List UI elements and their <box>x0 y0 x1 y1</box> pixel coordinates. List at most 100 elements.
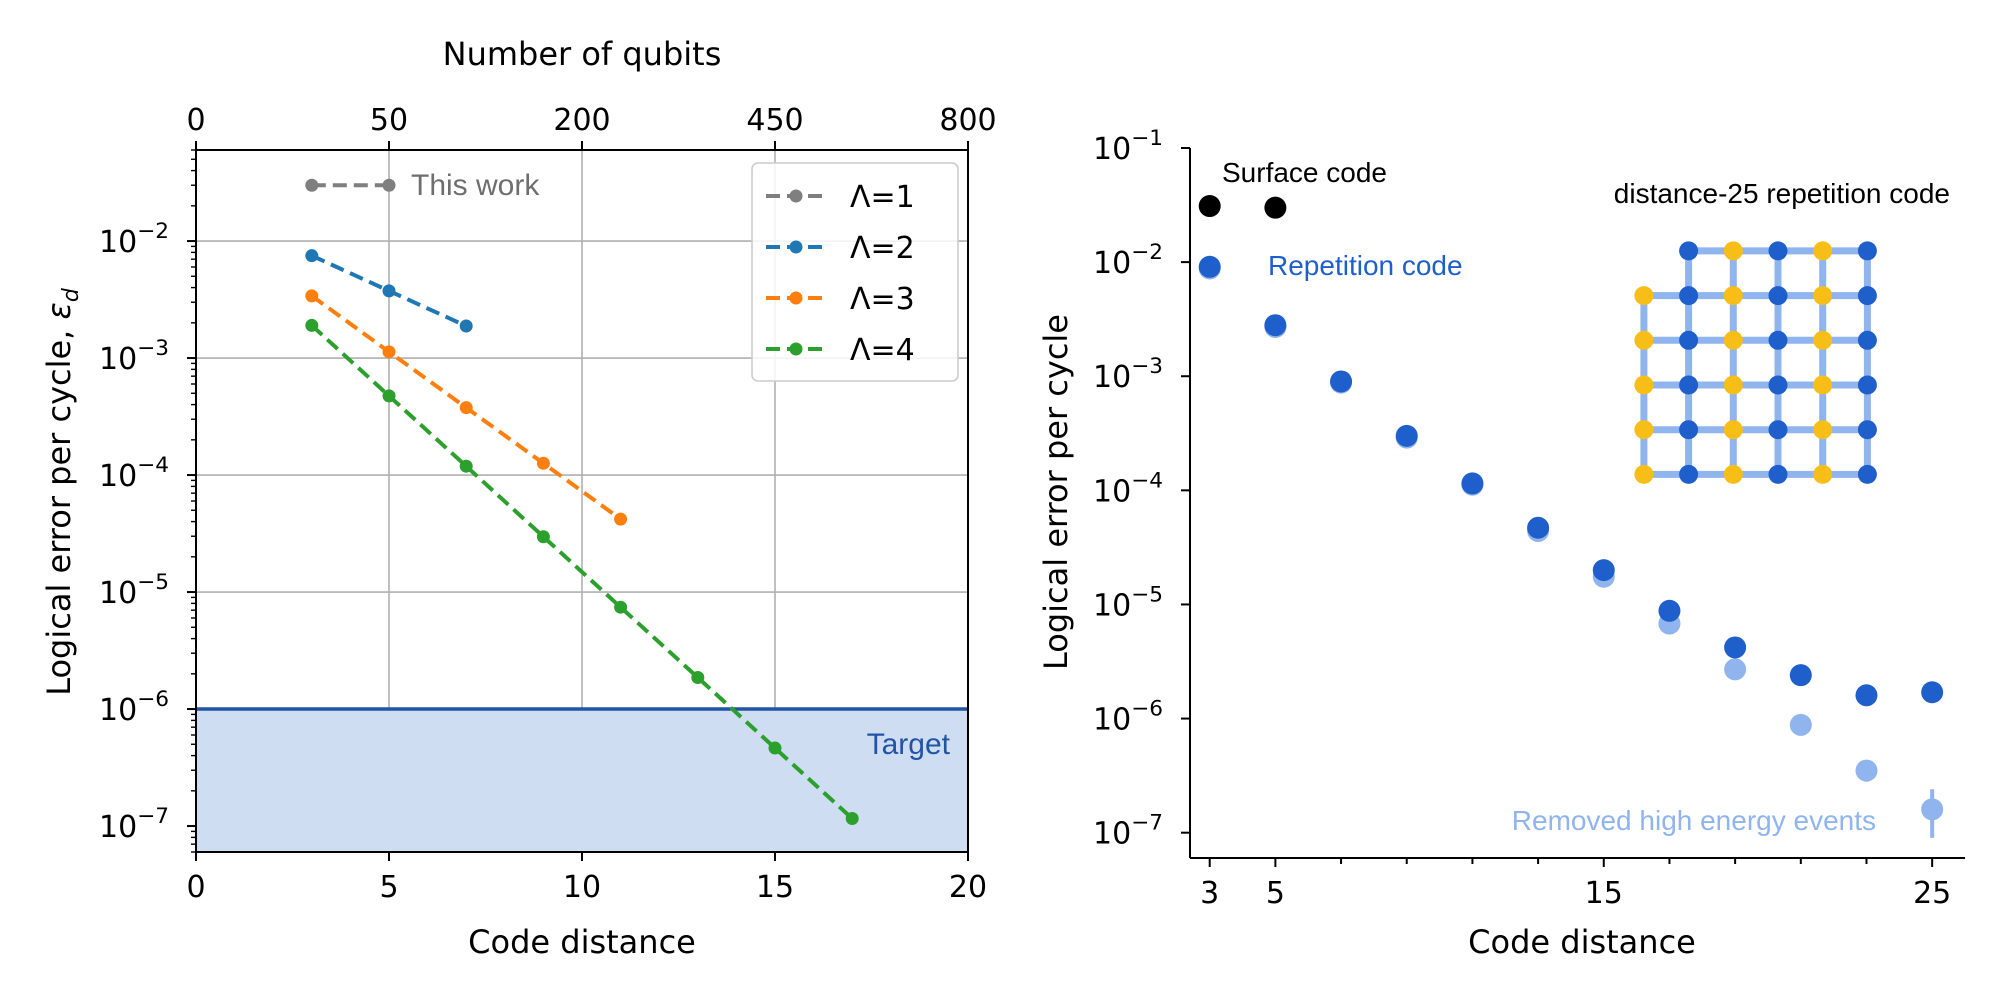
data-point-lambda-3 <box>305 289 319 303</box>
measure-qubit <box>1813 241 1833 261</box>
data-point-removed-high-energy-events <box>1855 759 1878 782</box>
data-qubit <box>1768 420 1788 440</box>
legend-box <box>751 162 959 382</box>
legend-marker <box>789 291 803 305</box>
measure-qubit <box>1634 464 1654 484</box>
measure-qubit <box>1813 286 1833 306</box>
data-qubit <box>1679 330 1699 350</box>
legend-marker <box>789 342 803 356</box>
data-point-lambda-4 <box>614 600 628 614</box>
y-tick-label: 10−6 <box>1093 697 1163 738</box>
y-tick-label: 10−2 <box>99 219 169 260</box>
data-point-repetition-code <box>1330 370 1353 393</box>
data-point-repetition-code <box>1789 664 1812 687</box>
measure-qubit <box>1723 375 1743 395</box>
y-tick-label: 10−6 <box>99 687 169 728</box>
surface-code-label: Surface code <box>1222 157 1387 188</box>
y-tick-label: 10−4 <box>99 453 169 494</box>
data-point-repetition-code <box>1855 684 1878 707</box>
data-qubit <box>1857 464 1877 484</box>
y-tick-label: 10−1 <box>1093 126 1163 167</box>
left-top-axis-label: Number of qubits <box>443 35 722 73</box>
data-point-lambda-3 <box>382 345 396 359</box>
inset-title: distance-25 repetition code <box>1614 178 1950 209</box>
right-x-axis-label: Code distance <box>1468 923 1696 961</box>
data-point-lambda-1 <box>382 178 396 192</box>
top-tick-label: 450 <box>746 103 803 138</box>
data-point-repetition-code <box>1395 424 1418 447</box>
data-qubit <box>1679 286 1699 306</box>
data-point-lambda-4 <box>536 530 550 544</box>
legend-label: Λ=2 <box>850 231 915 266</box>
series-line-lambda-4 <box>310 323 854 820</box>
data-qubit <box>1768 330 1788 350</box>
data-point-removed-high-energy-events <box>1789 713 1812 736</box>
this-work-label: This work <box>411 169 540 202</box>
y-tick-label: 10−3 <box>99 336 169 377</box>
x-tick-label: 15 <box>756 870 794 905</box>
y-tick-label: 10−7 <box>1093 811 1163 852</box>
left-y-axis-label: Logical error per cycle, εd <box>40 287 84 696</box>
data-point-lambda-2 <box>459 319 473 333</box>
data-point-lambda-3 <box>536 456 550 470</box>
left-legend: Λ=1 Λ=2 Λ=3 Λ=4 <box>751 162 959 382</box>
measure-qubit <box>1634 375 1654 395</box>
data-point-lambda-2 <box>382 284 396 298</box>
y-tick-label: 10−7 <box>99 804 169 845</box>
data-point-lambda-4 <box>382 389 396 403</box>
measure-qubit <box>1634 330 1654 350</box>
measure-qubit <box>1723 464 1743 484</box>
x-tick-label: 10 <box>563 870 601 905</box>
data-qubit <box>1768 286 1788 306</box>
measure-qubit <box>1813 375 1833 395</box>
data-point-lambda-4 <box>459 459 473 473</box>
data-point-repetition-code <box>1921 681 1944 704</box>
data-qubit <box>1857 286 1877 306</box>
removed-events-label: Removed high energy events <box>1512 805 1876 836</box>
data-point-lambda-4 <box>845 812 859 826</box>
measure-qubit <box>1813 420 1833 440</box>
x-tick-label: 25 <box>1913 876 1951 911</box>
left-series <box>305 178 859 826</box>
right-ticks: 3 5 15 25 10−1 10−2 10−3 10−4 10−5 10−6 10−7 <box>1093 126 1951 911</box>
top-tick-label: 50 <box>370 103 408 138</box>
this-work-annotation: This work <box>411 169 540 202</box>
y-tick-label: 10−2 <box>1093 240 1163 281</box>
measure-qubit <box>1634 420 1654 440</box>
data-point-repetition-code <box>1592 559 1615 582</box>
legend-label: Λ=3 <box>850 282 915 317</box>
right-y-axis-label: Logical error per cycle <box>1037 314 1075 670</box>
data-point-surface-code <box>1198 195 1221 218</box>
x-tick-label: 15 <box>1585 876 1623 911</box>
data-qubit <box>1679 241 1699 261</box>
right-axes <box>1189 148 1965 859</box>
left-panel: 0 5 10 15 200 50 200 450 80010−210−310−410−510−6… <box>40 35 997 961</box>
data-point-repetition-code <box>1527 516 1550 539</box>
top-tick-label: 800 <box>939 103 996 138</box>
data-point-surface-code <box>1264 196 1287 219</box>
data-qubit <box>1679 464 1699 484</box>
data-point-lambda-4 <box>691 671 705 685</box>
legend-label: Λ=1 <box>850 180 915 215</box>
left-ticks: 0 5 10 15 200 50 200 450 80010−210−310−410−510−6… <box>99 103 997 905</box>
data-point-lambda-4 <box>305 318 319 332</box>
measure-qubit <box>1813 464 1833 484</box>
data-qubit <box>1768 464 1788 484</box>
top-tick-label: 0 <box>186 103 205 138</box>
data-point-removed-high-energy-events <box>1724 658 1747 681</box>
data-qubit <box>1857 330 1877 350</box>
x-tick-label: 5 <box>379 870 398 905</box>
x-tick-label: 5 <box>1266 876 1285 911</box>
data-point-lambda-2 <box>305 249 319 263</box>
data-point-repetition-code <box>1264 314 1287 337</box>
data-point-repetition-code <box>1198 255 1221 278</box>
measure-qubit <box>1813 330 1833 350</box>
measure-qubit <box>1723 420 1743 440</box>
top-tick-label: 200 <box>553 103 610 138</box>
y-tick-label: 10−3 <box>1093 354 1163 395</box>
data-qubit <box>1857 241 1877 261</box>
data-point-removed-high-energy-events <box>1921 798 1944 821</box>
data-qubit <box>1768 241 1788 261</box>
data-point-repetition-code <box>1461 472 1484 495</box>
